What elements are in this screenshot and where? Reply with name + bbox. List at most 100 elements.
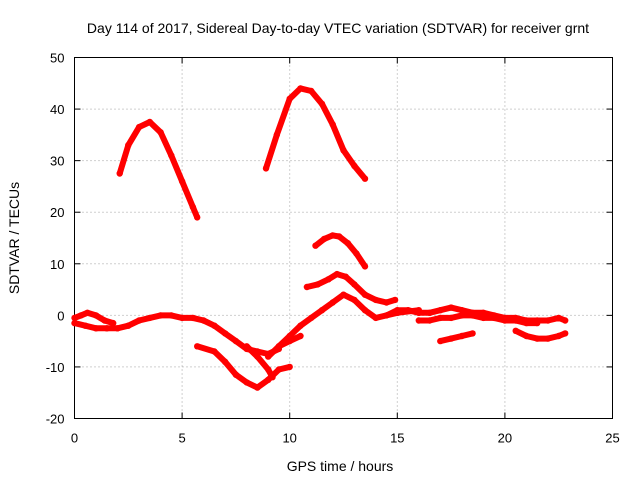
data-point — [82, 322, 89, 329]
data-point — [555, 332, 562, 340]
data-point — [243, 379, 250, 386]
data-point — [325, 276, 332, 283]
data-point — [92, 312, 100, 319]
data-point — [534, 319, 541, 327]
data-point — [336, 233, 343, 240]
data-point — [146, 314, 153, 322]
x-tick-label: 5 — [178, 431, 185, 446]
data-point — [243, 343, 250, 350]
data-point — [168, 312, 175, 319]
data-point — [318, 100, 326, 108]
data-point — [391, 296, 399, 304]
data-point — [254, 384, 261, 391]
data-point — [447, 314, 455, 322]
data-point — [157, 129, 164, 136]
y-tick-label: 0 — [57, 308, 64, 323]
data-point — [447, 335, 455, 342]
data-point — [361, 307, 369, 314]
data-point — [340, 147, 347, 154]
data-point — [555, 314, 562, 322]
data-point — [361, 291, 369, 298]
x-tick-label: 10 — [282, 431, 296, 446]
data-point — [383, 312, 390, 319]
data-point — [194, 343, 201, 350]
data-point — [544, 335, 552, 342]
data-point — [265, 350, 272, 358]
axis-ticks: 0 5 10 15 20 25 -20 -10 0 10 20 30 40 50 — [46, 51, 620, 446]
data-point — [254, 353, 261, 360]
data-point — [318, 307, 326, 314]
data-point — [512, 327, 519, 334]
data-point — [383, 299, 390, 306]
data-point — [275, 343, 283, 350]
y-tick-label: 10 — [50, 257, 64, 272]
data-point — [404, 307, 412, 314]
data-point — [333, 270, 341, 278]
data-point — [562, 317, 569, 324]
data-point — [351, 296, 358, 304]
data-point — [426, 317, 433, 324]
data-point — [116, 170, 123, 177]
plot-frame — [74, 57, 613, 419]
data-point — [275, 366, 283, 373]
data-point — [200, 317, 207, 324]
data-point — [77, 312, 85, 319]
data-point — [125, 322, 132, 329]
data-point — [146, 118, 153, 126]
data-point — [194, 214, 201, 221]
x-tick-label: 0 — [71, 431, 78, 446]
data-point — [523, 319, 530, 327]
data-point — [329, 121, 336, 128]
data-point — [372, 314, 379, 322]
data-point — [178, 314, 186, 322]
data-point — [189, 314, 197, 322]
data-point — [544, 317, 552, 324]
data-point — [297, 332, 304, 340]
series-arc-1 — [116, 119, 200, 219]
data-point — [490, 314, 498, 322]
data-point — [232, 371, 240, 378]
data-point — [286, 95, 293, 103]
data-point — [286, 337, 293, 345]
data-point — [534, 335, 541, 342]
y-tick-label: 40 — [50, 102, 64, 117]
series-arc-4 — [306, 271, 396, 306]
data-point — [92, 325, 100, 332]
y-tick-label: 30 — [50, 154, 64, 169]
data-point — [125, 142, 132, 149]
data-point — [135, 317, 143, 324]
data-point — [340, 291, 347, 298]
data-point — [308, 314, 315, 322]
data-point — [314, 281, 321, 288]
data-point — [344, 240, 351, 247]
data-point — [458, 312, 466, 319]
x-tick-label: 20 — [498, 431, 512, 446]
data-point — [320, 235, 328, 243]
data-point — [480, 314, 487, 322]
data-point — [437, 337, 444, 345]
series-arc-2 — [263, 85, 368, 181]
data-point — [297, 85, 304, 92]
x-tick-label: 15 — [390, 431, 404, 446]
data-point — [308, 87, 315, 95]
data-point — [562, 330, 569, 337]
data-point — [415, 309, 422, 316]
series-arc-13 — [439, 330, 474, 345]
grid — [74, 57, 613, 419]
data-point — [273, 131, 280, 139]
data-point — [211, 348, 218, 355]
data-point — [211, 322, 218, 329]
data-point — [297, 322, 304, 329]
data-point — [114, 325, 121, 332]
data-point — [458, 307, 466, 314]
data-point — [394, 307, 401, 314]
data-point — [71, 314, 78, 322]
x-tick-label: 25 — [605, 431, 619, 446]
data-point — [447, 304, 455, 311]
data-point — [157, 312, 164, 319]
data-point — [101, 317, 108, 324]
data-point — [110, 319, 117, 327]
data-point — [286, 363, 293, 371]
data-point — [135, 123, 143, 131]
